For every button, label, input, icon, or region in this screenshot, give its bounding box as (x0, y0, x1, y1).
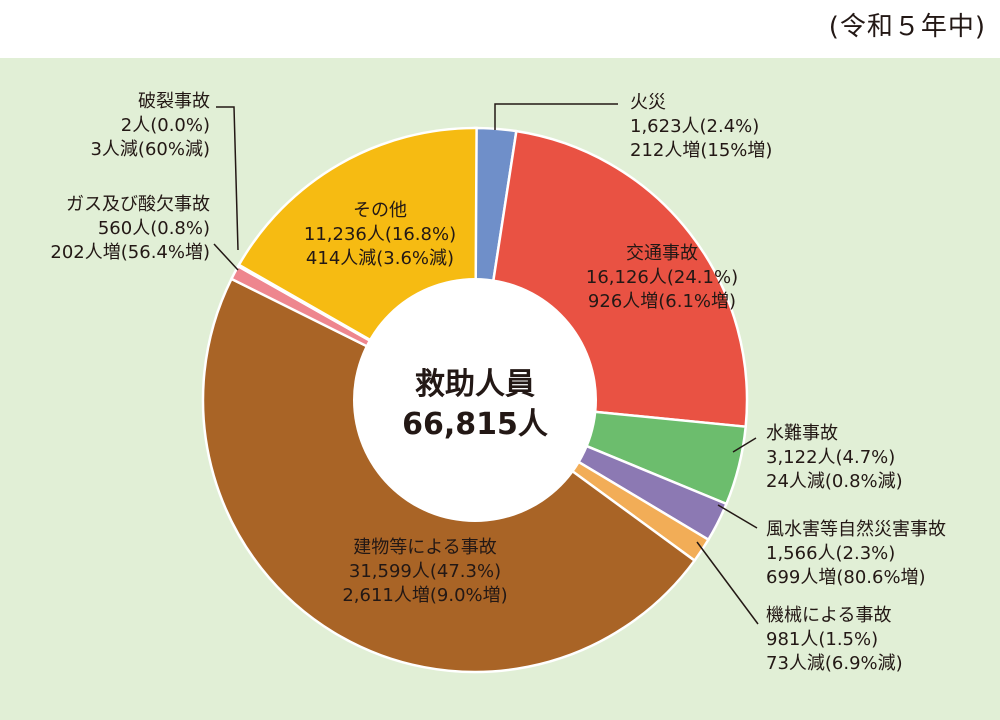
label-storm-count: 1,566人(2.3%) (766, 543, 895, 564)
label-building-name: 建物等による事故 (353, 537, 496, 558)
label-water-name: 水難事故 (766, 423, 838, 444)
label-rupture-change: 3人減(60%減) (90, 139, 210, 160)
leader-line-machine (696, 541, 759, 625)
label-traffic-change: 926人増(6.1%増) (588, 291, 736, 312)
center-label: 救助人員 (415, 367, 535, 402)
label-rupture-name: 破裂事故 (138, 91, 210, 112)
label-water-count: 3,122人(4.7%) (766, 447, 895, 468)
label-fire-count: 1,623人(2.4%) (630, 116, 759, 137)
center-total: 66,815人 (402, 407, 548, 442)
label-gas-count: 560人(0.8%) (98, 218, 210, 239)
leader-line-rupture (216, 106, 239, 251)
label-machine-change: 73人減(6.9%減) (766, 653, 903, 674)
label-building-count: 31,599人(47.3%) (349, 561, 501, 582)
label-rupture-count: 2人(0.0%) (121, 115, 210, 136)
label-gas-name: ガス及び酸欠事故 (66, 194, 210, 215)
label-building-change: 2,611人増(9.0%増) (342, 585, 507, 606)
label-other-change: 414人減(3.6%減) (306, 248, 454, 269)
label-other-count: 11,236人(16.8%) (304, 224, 456, 245)
label-traffic-count: 16,126人(24.1%) (586, 267, 738, 288)
label-traffic-name: 交通事故 (626, 243, 698, 264)
leader-line-water (732, 437, 757, 453)
label-storm-change: 699人増(80.6%増) (766, 567, 926, 588)
label-storm-name: 風水害等自然災害事故 (766, 519, 946, 540)
label-other-name: その他 (353, 200, 407, 221)
label-machine-name: 機械による事故 (766, 605, 891, 626)
label-machine-count: 981人(1.5%) (766, 629, 878, 650)
label-fire-name: 火災 (630, 92, 666, 113)
period-label: (令和５年中) (828, 12, 986, 42)
leader-line-storm (717, 504, 758, 529)
leader-line-fire (494, 103, 618, 130)
label-fire-change: 212人増(15%増) (630, 140, 772, 161)
leader-line-gas (213, 243, 239, 271)
donut-hole (353, 278, 597, 522)
label-water-change: 24人減(0.8%減) (766, 471, 903, 492)
label-gas-change: 202人増(56.4%増) (50, 242, 210, 263)
